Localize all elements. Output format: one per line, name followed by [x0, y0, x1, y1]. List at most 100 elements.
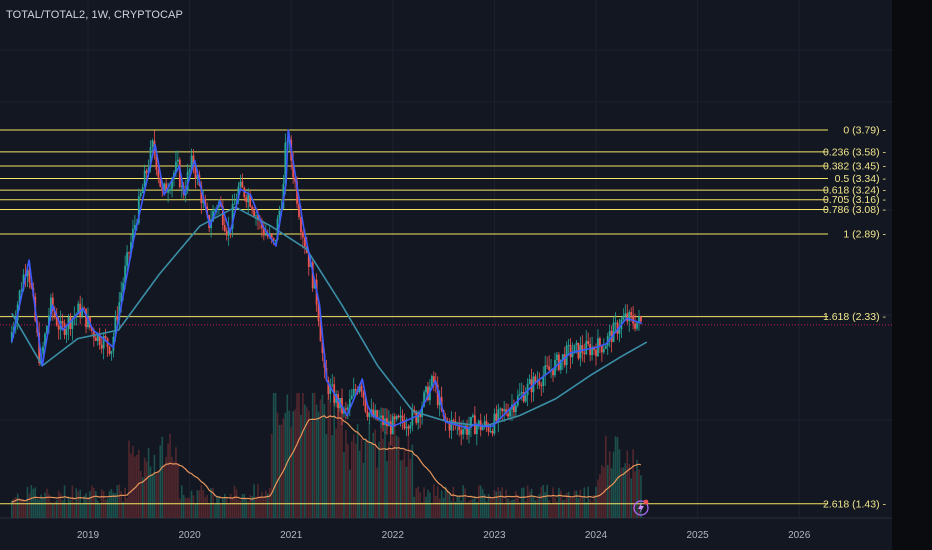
volume-bar	[171, 456, 173, 518]
x-tick-label: 2019	[77, 530, 100, 541]
volume-bar	[444, 486, 447, 518]
candle-body	[100, 344, 103, 349]
candle-body	[513, 404, 515, 413]
chart-grid	[0, 0, 892, 519]
candle-body	[77, 303, 80, 314]
candle-body	[130, 241, 132, 254]
candle-body	[518, 393, 521, 396]
candle-body	[585, 341, 588, 355]
volume-bar	[229, 493, 232, 518]
candle-body	[608, 330, 611, 336]
volume-bar	[345, 430, 347, 518]
volume-bar	[558, 487, 560, 518]
candle-body	[141, 187, 144, 194]
volume-bar	[245, 499, 248, 518]
candle-body	[622, 316, 625, 320]
volume-bar	[212, 487, 214, 518]
candle-body	[360, 385, 363, 392]
fib-level-label: 0.236 (3.58) -	[823, 146, 887, 158]
candle-body	[98, 333, 101, 345]
volume-bar	[450, 501, 453, 518]
volume-bar	[397, 437, 400, 518]
x-tick-label: 2021	[280, 530, 303, 541]
candle-body	[139, 193, 142, 197]
volume-bar	[223, 493, 226, 518]
candle-body	[559, 359, 562, 370]
candle-body	[186, 171, 189, 191]
volume-bar	[524, 501, 527, 518]
candle-body	[391, 416, 394, 435]
candle-body	[169, 188, 171, 191]
candle-body	[167, 190, 170, 193]
price-scale[interactable]	[892, 0, 932, 550]
candle-body	[110, 351, 113, 354]
volume-bar	[249, 495, 251, 518]
volume-bar	[40, 494, 42, 518]
candle-body	[241, 181, 244, 188]
volume-bar	[595, 486, 597, 518]
volume-bar	[509, 500, 511, 518]
volume-bar	[155, 473, 158, 518]
volume-bar	[157, 470, 160, 518]
volume-bar	[331, 435, 334, 518]
volume-bar	[407, 424, 410, 518]
volume-bar	[421, 502, 423, 518]
candle-body	[175, 161, 177, 173]
volume-bar	[325, 433, 328, 518]
volume-bar	[366, 440, 369, 518]
volume-bar	[118, 484, 121, 518]
candle-body	[247, 194, 250, 203]
candle-body	[522, 391, 525, 402]
volume-bar	[175, 447, 177, 518]
candle-body	[165, 183, 168, 193]
volume-bar	[522, 487, 525, 518]
volume-bar	[347, 444, 349, 518]
candle-body	[221, 206, 224, 225]
volume-bar	[159, 445, 162, 518]
candle-body	[583, 352, 586, 355]
volume-bar	[177, 462, 179, 518]
volume-bar	[294, 409, 296, 518]
volume-bar	[587, 486, 589, 518]
candle-body	[196, 174, 199, 179]
zigzag-path	[11, 129, 642, 430]
candle-body	[432, 376, 435, 382]
volume-bar	[276, 412, 279, 518]
candle-body	[354, 389, 357, 391]
candle-body	[116, 316, 119, 321]
volume-bar	[63, 485, 66, 518]
fib-level-label: 1 (2.89) -	[843, 228, 886, 240]
volume-bar	[511, 500, 513, 518]
candle-body	[302, 232, 304, 238]
volume-bar	[390, 448, 392, 518]
candle-body	[53, 310, 56, 317]
volume-bar	[597, 479, 599, 518]
volume-bar	[382, 438, 384, 518]
candle-body	[425, 386, 427, 393]
volume-bar	[116, 485, 119, 518]
fib-level-label: 0.5 (3.34) -	[835, 173, 887, 185]
candle-body	[233, 203, 236, 205]
candle-body	[272, 238, 275, 241]
candle-body	[497, 409, 500, 421]
volume-bar	[454, 501, 457, 518]
volume-bar	[335, 428, 337, 518]
volume-bar	[433, 484, 435, 518]
candle-body	[94, 337, 97, 341]
lightning-bolt-icon[interactable]	[633, 499, 649, 516]
volume-bar	[532, 496, 535, 518]
candle-body	[51, 297, 54, 311]
candle-body	[180, 186, 183, 188]
candle-body	[485, 421, 488, 426]
candle-body	[452, 420, 455, 422]
volume-bar	[378, 441, 380, 518]
volume-bar	[368, 423, 371, 518]
volume-bar	[286, 394, 289, 518]
volume-bar	[571, 497, 574, 518]
volume-bar	[237, 499, 240, 518]
candle-body	[270, 234, 273, 239]
candle-body	[335, 394, 338, 403]
candle-body	[575, 342, 578, 345]
candle-body	[602, 348, 605, 353]
